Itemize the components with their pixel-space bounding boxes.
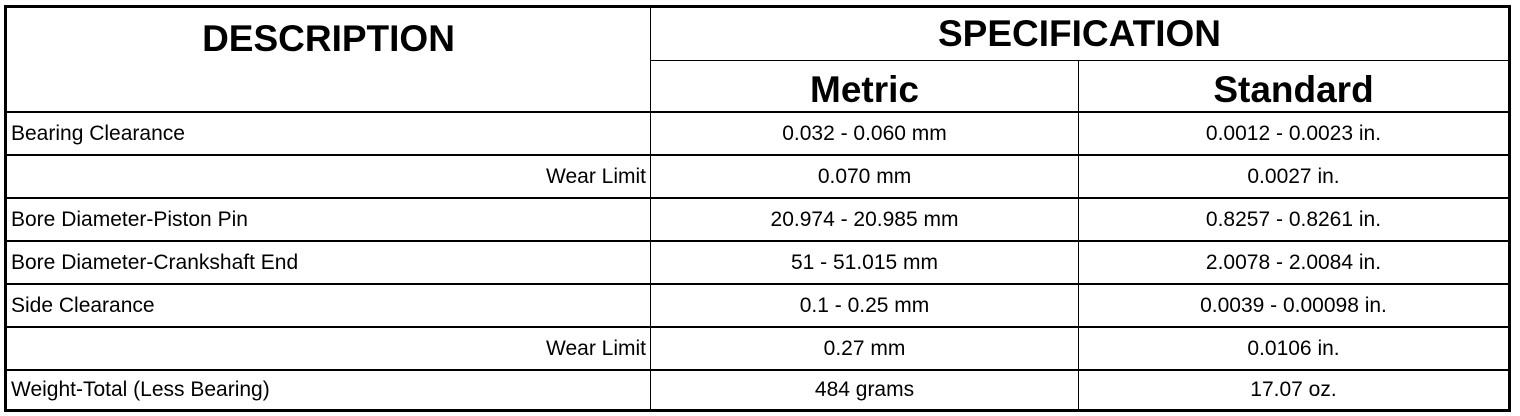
specification-table: DESCRIPTION SPECIFICATION Metric Standar…: [4, 5, 1511, 412]
description-cell: Wear Limit: [5, 327, 651, 371]
metric-cell: 0.1 - 0.25 mm: [650, 284, 1079, 328]
standard-cell: 0.0039 - 0.00098 in.: [1078, 284, 1510, 328]
table-row: Wear Limit 0.070 mm 0.0027 in.: [5, 155, 1510, 199]
table-row: Side Clearance 0.1 - 0.25 mm 0.0039 - 0.00…: [5, 284, 1510, 328]
table-row: Bearing Clearance 0.032 - 0.060 mm 0.0012 …: [5, 112, 1510, 156]
standard-cell: 0.0027 in.: [1078, 155, 1510, 199]
table-row: Weight-Total (Less Bearing) 484 grams 17.0…: [5, 370, 1510, 411]
metric-cell: 0.27 mm: [650, 327, 1079, 371]
table-row: Bore Diameter-Piston Pin 20.974 - 20.985 …: [5, 198, 1510, 242]
description-cell: Bearing Clearance: [5, 112, 651, 156]
description-cell: Bore Diameter-Piston Pin: [5, 198, 651, 242]
description-cell: Wear Limit: [5, 155, 651, 199]
description-cell: Weight-Total (Less Bearing): [5, 370, 651, 411]
standard-cell: 0.8257 - 0.8261 in.: [1078, 198, 1510, 242]
metric-cell: 51 - 51.015 mm: [650, 241, 1079, 285]
metric-cell: 0.032 - 0.060 mm: [650, 112, 1079, 156]
description-cell: Bore Diameter-Crankshaft End: [5, 241, 651, 285]
metric-cell: 484 grams: [650, 370, 1079, 411]
standard-cell: 17.07 oz.: [1078, 370, 1510, 411]
standard-cell: 0.0012 - 0.0023 in.: [1078, 112, 1510, 156]
table-row: Wear Limit 0.27 mm 0.0106 in.: [5, 327, 1510, 371]
header-metric: Metric: [650, 60, 1079, 113]
metric-cell: 0.070 mm: [650, 155, 1079, 199]
header-description: DESCRIPTION: [5, 6, 651, 113]
standard-cell: 2.0078 - 2.0084 in.: [1078, 241, 1510, 285]
header-specification: SPECIFICATION: [650, 6, 1510, 61]
metric-cell: 20.974 - 20.985 mm: [650, 198, 1079, 242]
standard-cell: 0.0106 in.: [1078, 327, 1510, 371]
header-standard: Standard: [1078, 60, 1510, 113]
description-cell: Side Clearance: [5, 284, 651, 328]
table-row: Bore Diameter-Crankshaft End 51 - 51.015 …: [5, 241, 1510, 285]
